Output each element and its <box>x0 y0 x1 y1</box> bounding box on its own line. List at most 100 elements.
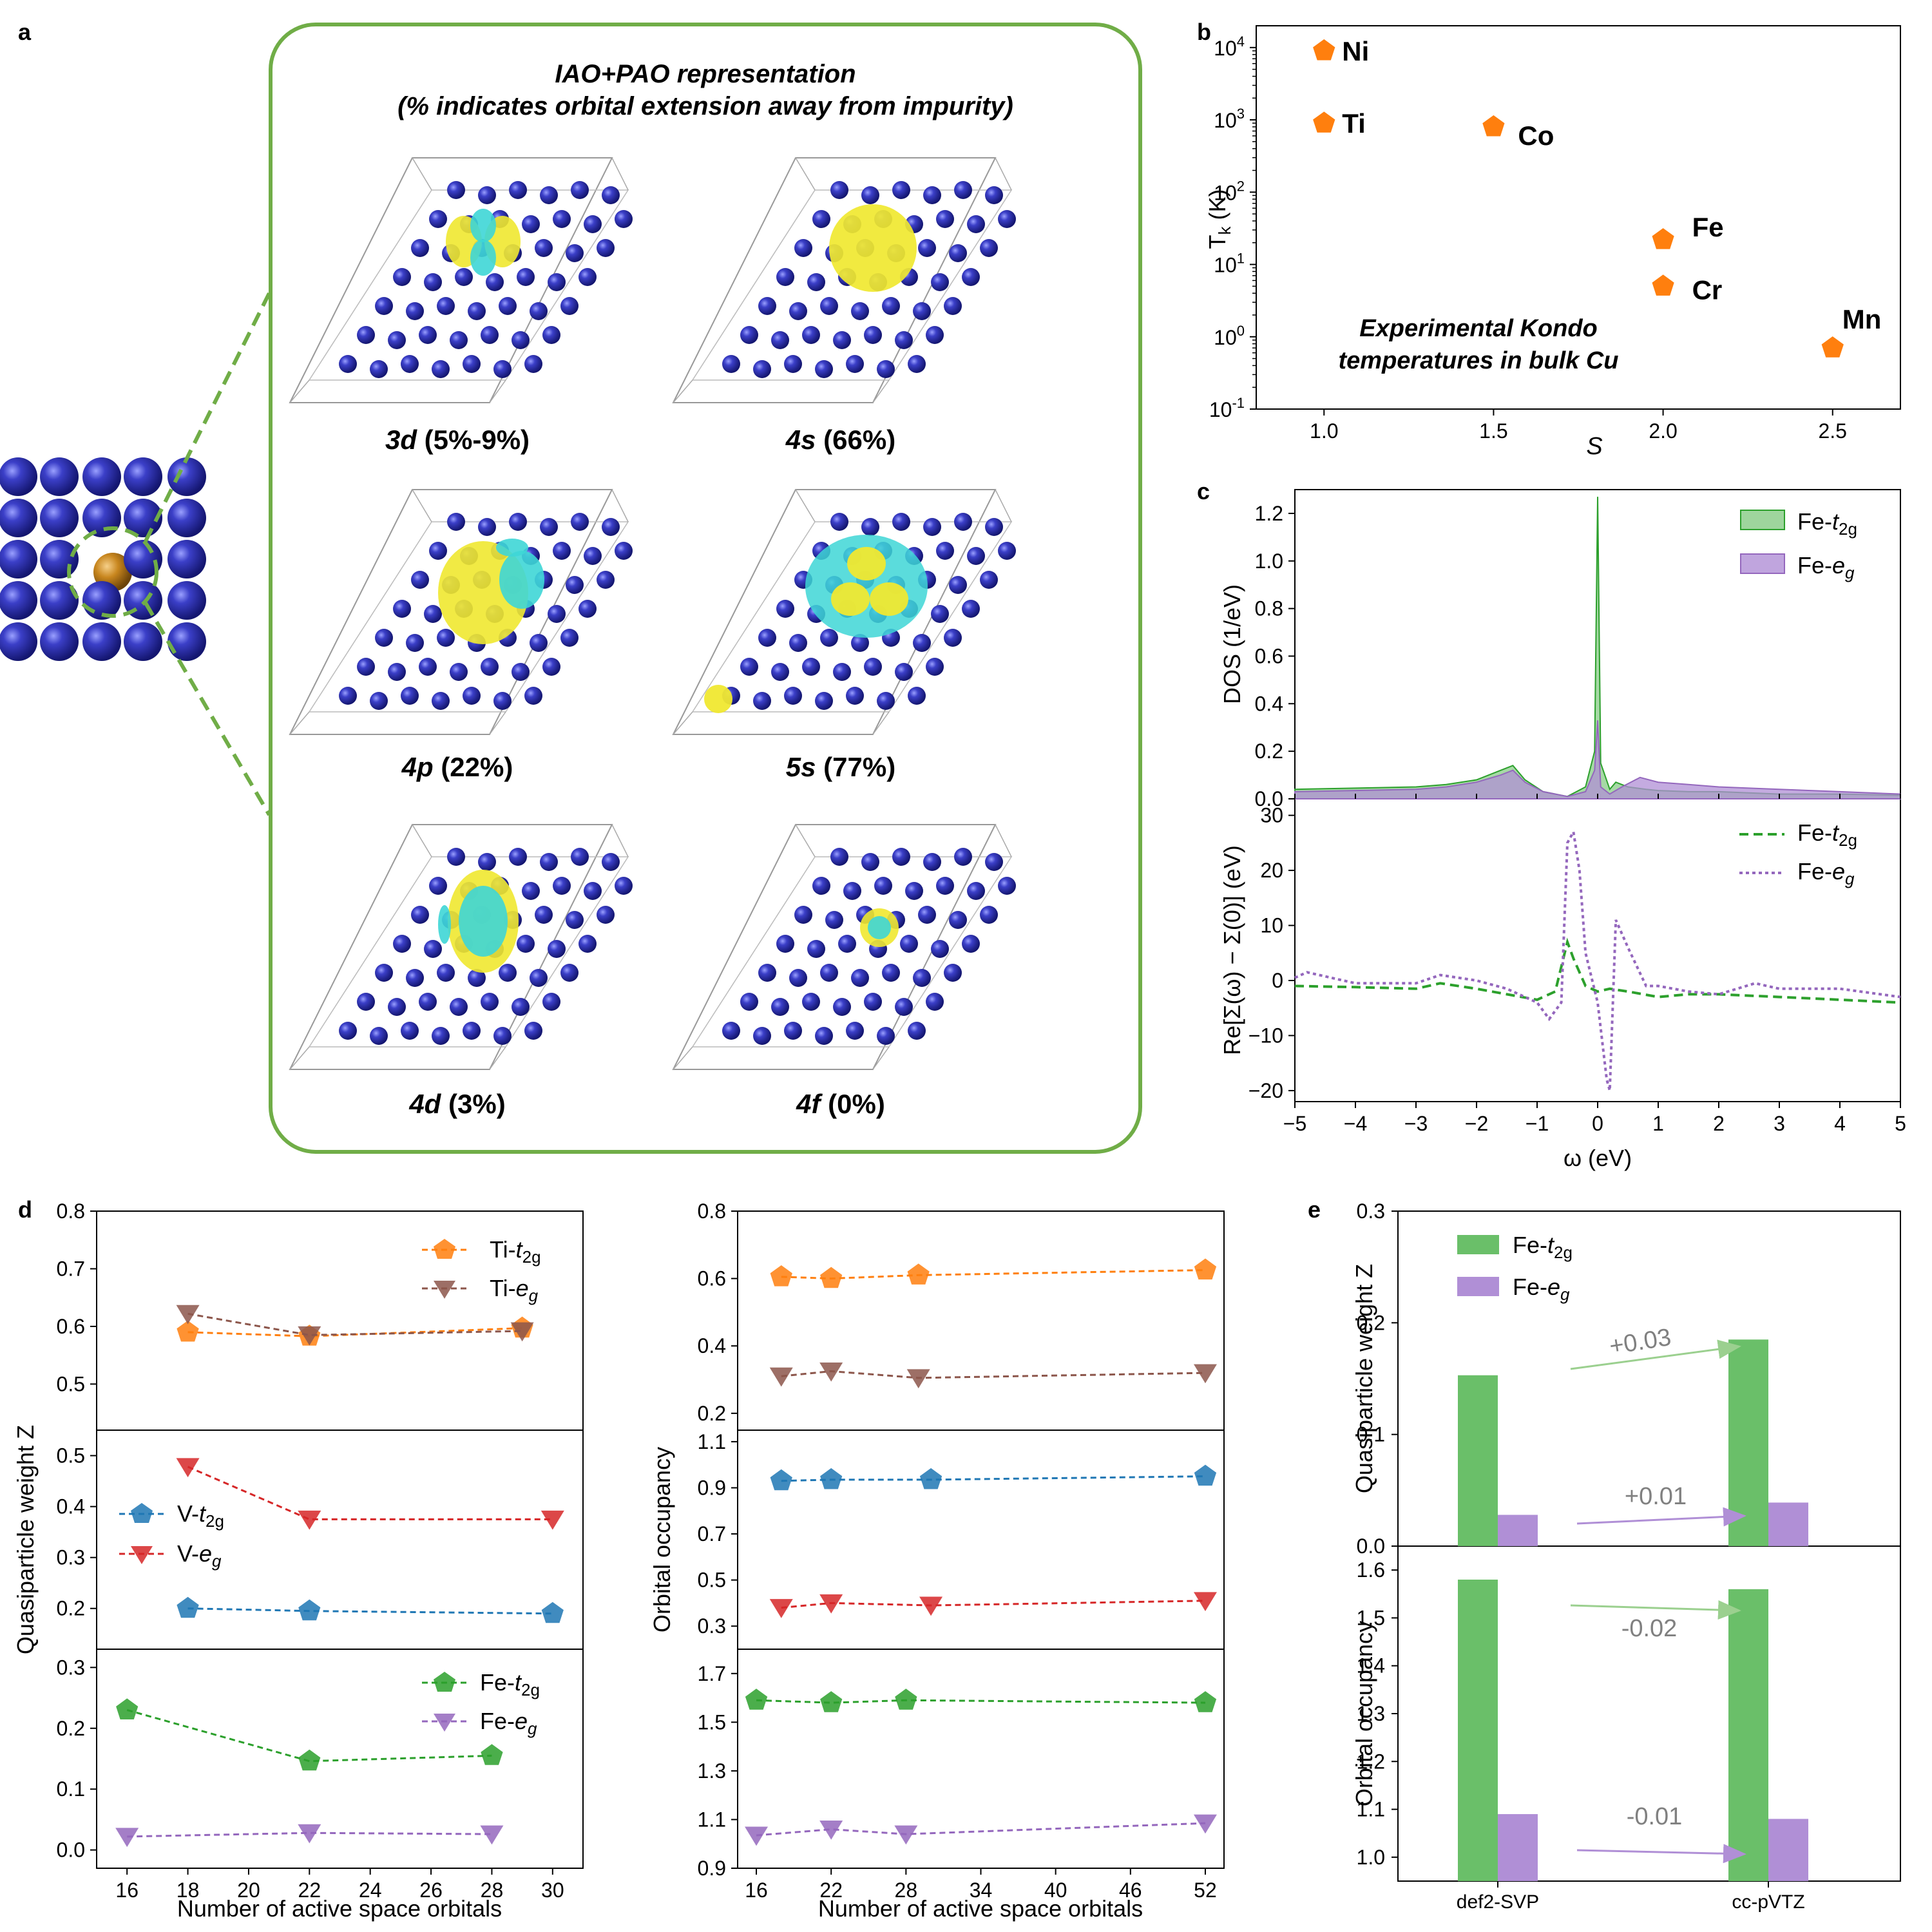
cu-atom <box>918 239 936 257</box>
cu-atom <box>512 998 530 1016</box>
cu-atom <box>597 239 615 257</box>
iso-yellow <box>831 582 870 616</box>
cell-edge <box>673 379 693 403</box>
y-tick-label: 0.7 <box>57 1257 85 1280</box>
cu-atom <box>339 1022 357 1040</box>
y-tick-label: 104 <box>1214 33 1245 60</box>
panel-e: +0.03 +0.01 -0.02 -0.01 def2-SVP cc-pVTZ 0.0 0… <box>1351 1200 1901 1913</box>
cu-atom <box>846 355 864 373</box>
cu-atom <box>0 540 37 579</box>
point-label-Fe: Fe <box>1692 212 1724 242</box>
cu-atom <box>913 634 931 652</box>
x-tick-label: 22 <box>298 1879 321 1902</box>
marker-Fe-t2g <box>481 1744 503 1765</box>
supercell-4p <box>289 489 633 735</box>
cu-atom <box>560 297 579 315</box>
cu-atom <box>949 911 967 929</box>
e-bars: +0.03 +0.01 -0.02 -0.01 <box>1458 1324 1808 1881</box>
marker-Fe-eg <box>115 1828 139 1848</box>
cu-atom <box>370 692 388 710</box>
marker-Fe-eg <box>480 1825 504 1845</box>
e-top-y-label: Quasiparticle weight Z <box>1351 1264 1377 1493</box>
cu-atom <box>892 848 910 866</box>
cu-atom <box>758 297 776 315</box>
y-tick-label: 0.3 <box>57 1656 85 1679</box>
cu-atom <box>388 663 406 681</box>
y-tick-label: 0.2 <box>698 1402 726 1425</box>
cell-edge <box>795 824 816 857</box>
cu-atom <box>481 326 499 344</box>
cell-edge <box>489 379 506 403</box>
cu-atom <box>949 244 967 262</box>
cu-atom <box>411 906 429 924</box>
x-tick-label: −4 <box>1344 1112 1367 1135</box>
d-right-frame-1 <box>737 1210 1225 1431</box>
x-tick-label: 0 <box>1592 1112 1603 1135</box>
cu-atom <box>740 658 758 676</box>
orbital-label-4f: 4f (0%) <box>796 1089 885 1119</box>
cu-atom <box>923 853 941 871</box>
cu-atom <box>833 331 851 349</box>
cu-atom <box>167 499 206 537</box>
panel-a-title-2: (% indicates orbital extension away from… <box>397 92 1013 120</box>
cu-atom <box>584 882 602 900</box>
cu-atom <box>0 499 37 537</box>
cu-atom <box>753 360 771 378</box>
marker-Fe-t2g <box>745 1688 768 1710</box>
y-tick-label: 10 <box>1260 914 1283 937</box>
cu-atom <box>357 326 375 344</box>
cu-atom <box>481 993 499 1011</box>
marker-Ti-eg <box>1193 1364 1217 1384</box>
cell-edge <box>611 157 629 191</box>
cu-atom <box>493 1027 512 1045</box>
cu-atom <box>833 998 851 1016</box>
cu-atom <box>794 906 812 924</box>
cu-atom <box>825 911 843 929</box>
y-tick-label: 0.0 <box>1255 787 1283 810</box>
orbital-label-4d: 4d (3%) <box>408 1089 505 1119</box>
bar-Fe-t2g <box>1728 1589 1768 1881</box>
kondo-annotation-1: Experimental Kondo <box>1359 315 1598 342</box>
sigma-y-label: Re[Σ(ω) − Σ(0)] (eV) <box>1219 845 1245 1055</box>
delta-arrow-eg <box>1576 1844 1746 1864</box>
iso-yellow <box>847 547 886 580</box>
legend-marker-ti-eg <box>434 1281 455 1299</box>
iso-cyan <box>496 539 528 557</box>
panel-a-title-1: IAO+PAO representation <box>555 60 856 88</box>
cu-atom <box>794 239 812 257</box>
y-tick-label: 1.0 <box>1357 1846 1385 1869</box>
cu-atom <box>455 268 473 286</box>
cell-edge <box>995 824 1012 857</box>
cu-atom <box>740 326 758 344</box>
cu-atom <box>789 302 807 320</box>
series-line-V-t2g <box>187 1607 553 1615</box>
d-ticks: 16 18 20 22 24 26 28 30 0.5 0.6 0.7 0.8 0.2 0.3 0.4 0.5… <box>57 1200 1217 1902</box>
delta-arrow-t2g <box>1570 1339 1741 1370</box>
cu-atom <box>864 993 882 1011</box>
point-label-Ni: Ni <box>1342 36 1369 66</box>
cu-atom <box>167 457 206 496</box>
series-line-Fe-eg <box>127 1832 492 1838</box>
cu-atom <box>771 998 789 1016</box>
x-tick-label: −2 <box>1465 1112 1488 1135</box>
cu-atom <box>980 571 998 589</box>
legend-marker-fe-t2g <box>434 1672 455 1692</box>
cu-atom <box>517 935 535 953</box>
y-tick-label: 1.1 <box>698 1808 726 1831</box>
sigma-line-Fe-eg <box>1294 828 1901 1091</box>
cu-atom <box>524 687 542 705</box>
supercell-4s <box>672 157 1016 403</box>
cu-atom <box>802 326 820 344</box>
cu-atom <box>530 302 548 320</box>
cu-atom <box>493 360 512 378</box>
cell-edge <box>611 489 629 522</box>
x-tick-label: 22 <box>819 1879 843 1902</box>
svg-text:V-eg: V-eg <box>177 1540 222 1571</box>
cu-atom <box>980 906 998 924</box>
cu-atom <box>406 302 424 320</box>
panel-label-c: c <box>1197 478 1210 504</box>
orbital-label-4s: 4s (66%) <box>785 425 895 455</box>
delta-label-t2g: -0.02 <box>1621 1615 1678 1642</box>
x-tick-label: 16 <box>115 1879 139 1902</box>
cell-edge <box>795 489 816 522</box>
